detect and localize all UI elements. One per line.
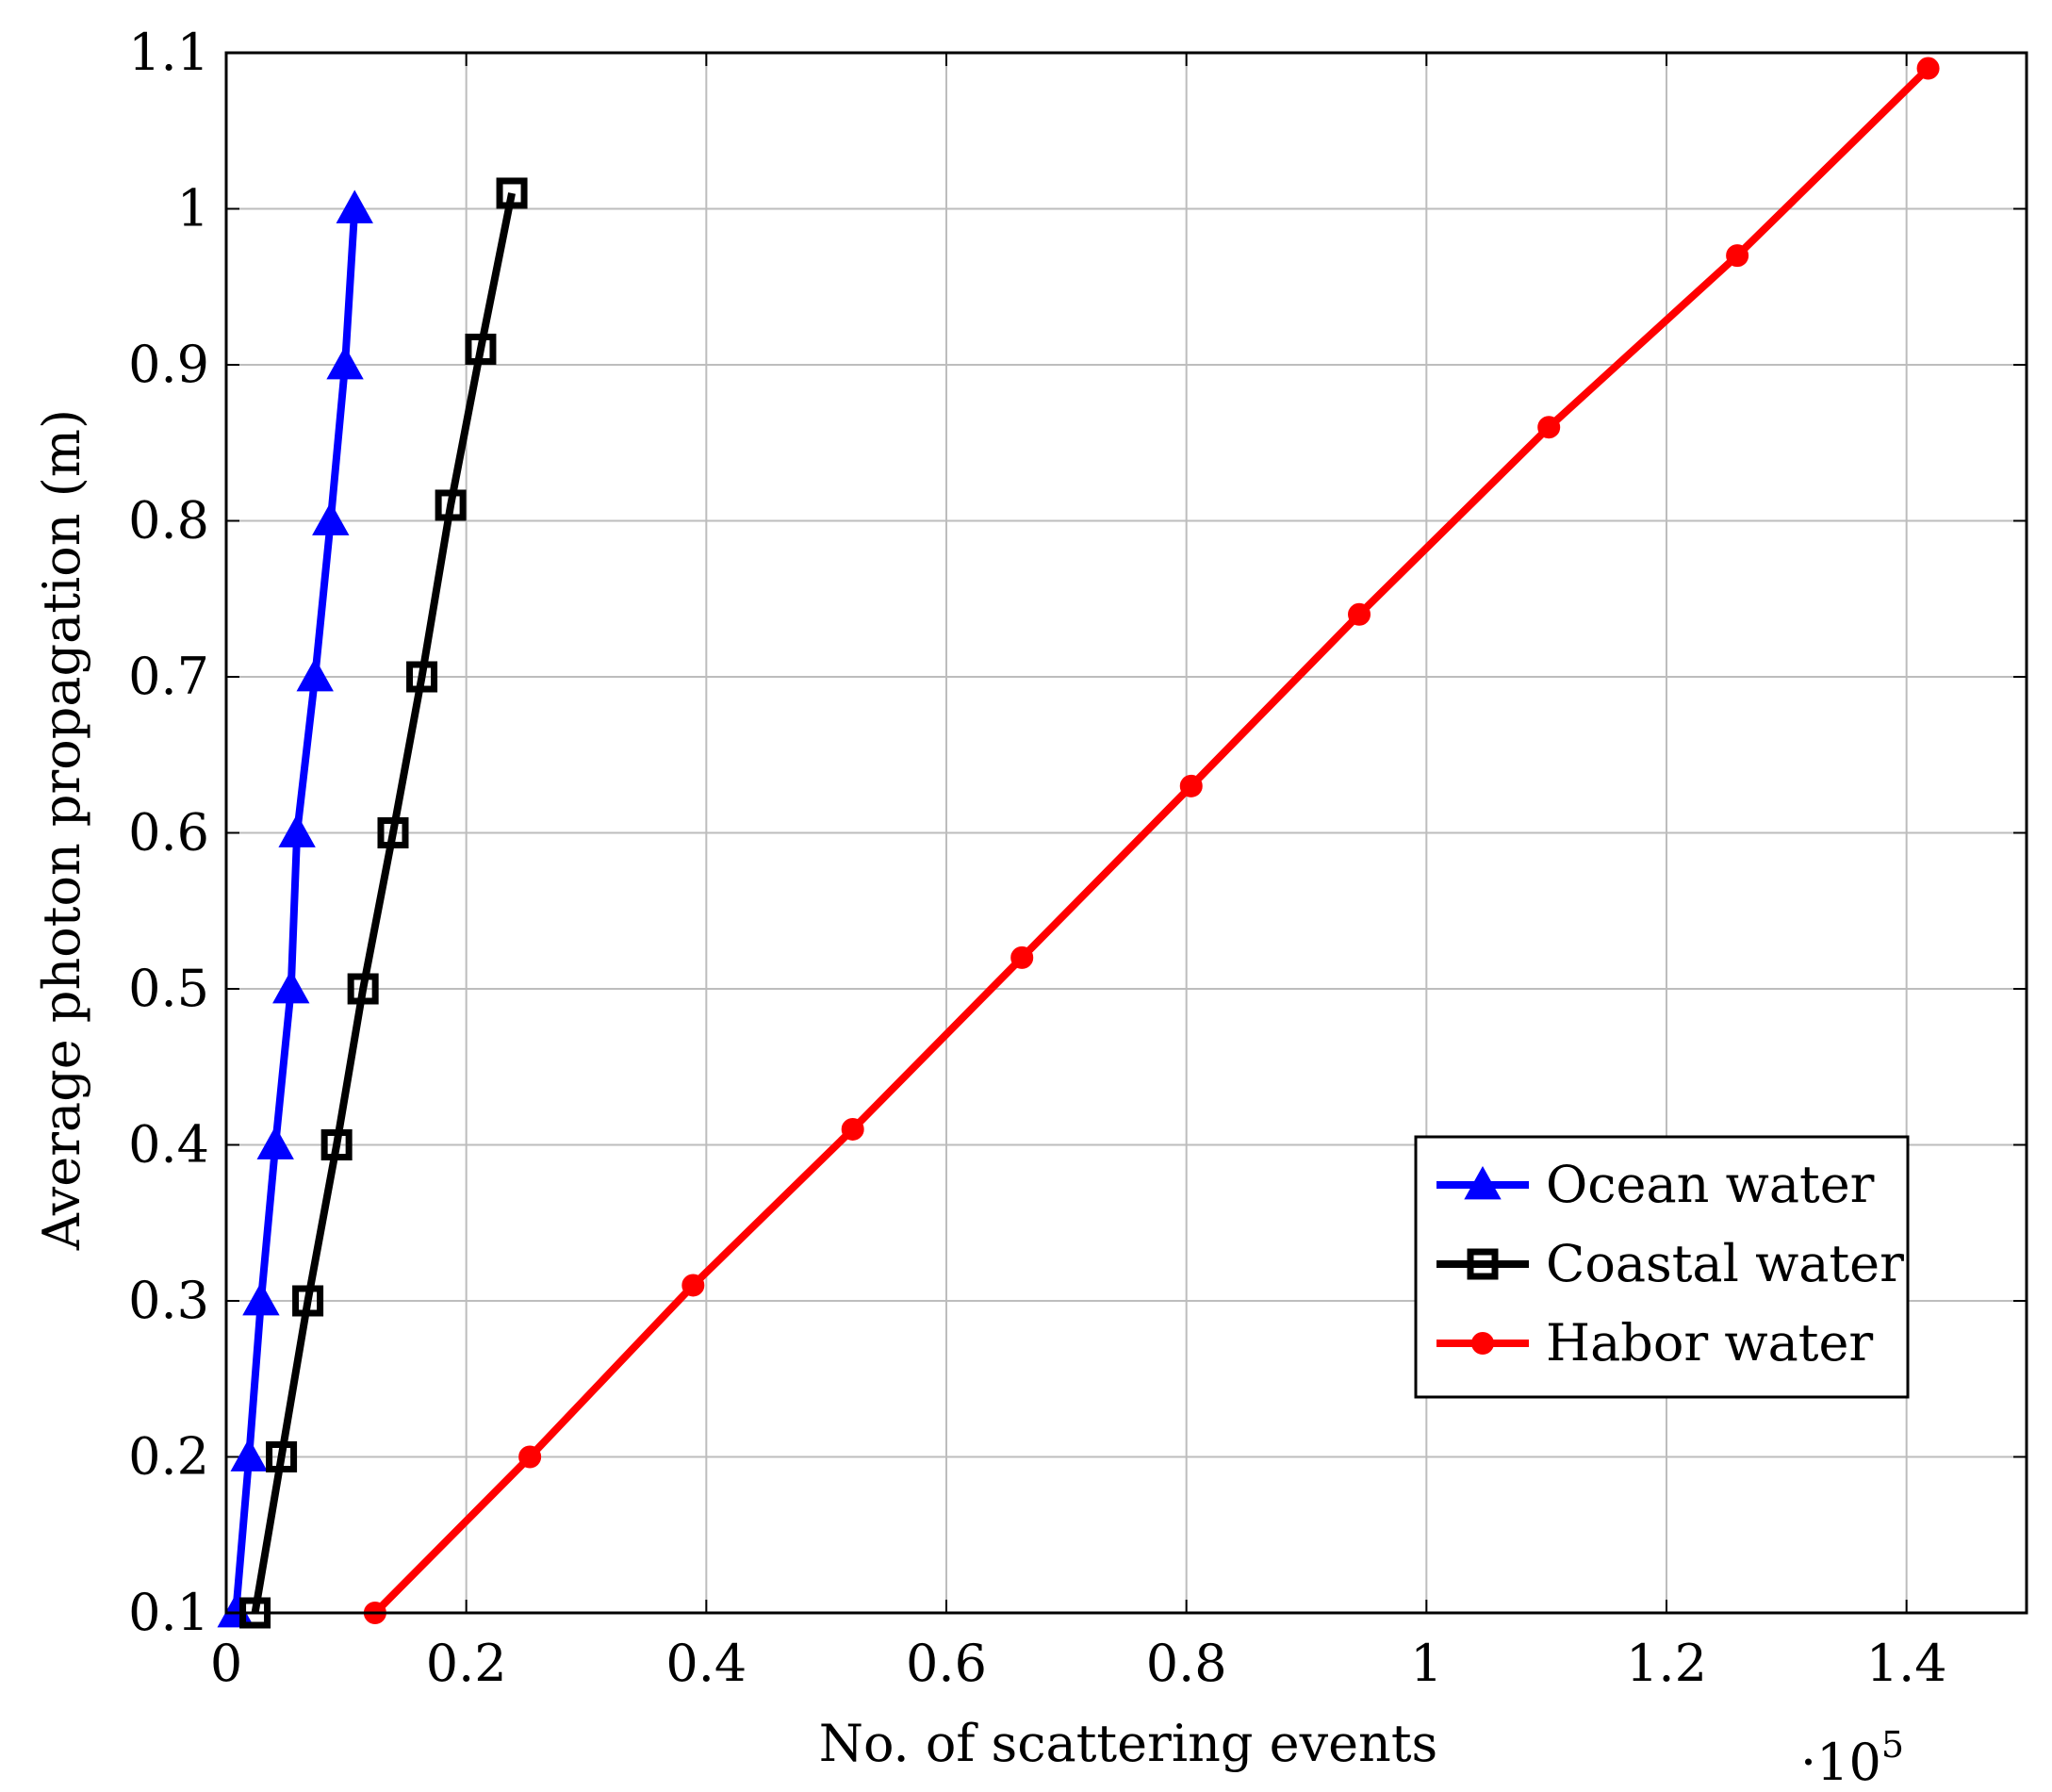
x-tick-label: 0 — [210, 1634, 242, 1693]
plot-frame — [224, 51, 2028, 1615]
y-tick-label: 0.6 — [128, 803, 209, 863]
x-tick-label: 0.2 — [426, 1634, 507, 1693]
data-point-coastal-water — [406, 661, 438, 693]
grid — [225, 52, 2027, 1614]
data-point-ocean-water — [230, 1438, 268, 1471]
series-line-habor-water — [372, 65, 1931, 1616]
series-lines — [217, 57, 1940, 1629]
data-point-coastal-water — [377, 817, 409, 848]
y-tick-label: 0.7 — [128, 647, 209, 706]
x-tick-label: 1.4 — [1866, 1634, 1947, 1693]
data-point-habor-water — [1348, 602, 1371, 626]
x-tick-label: 0.8 — [1146, 1634, 1227, 1693]
legend-marker-habor-water — [1471, 1332, 1494, 1355]
y-tick-label: 0.9 — [128, 335, 209, 394]
series-coastal-water — [239, 177, 528, 1629]
y-axis-ticks: 0.1 0.2 0.3 0.4 0.5 0.6 0.7 0.8 0.9 1 1.1 — [128, 23, 2027, 1642]
data-point-ocean-water — [326, 345, 364, 380]
data-point-coastal-water — [347, 973, 379, 1005]
data-point-habor-water — [681, 1274, 705, 1297]
data-point-ocean-water — [336, 189, 373, 223]
y-tick-label: 0.2 — [128, 1427, 209, 1487]
legend-label: Habor water — [1546, 1313, 1873, 1373]
data-point-coastal-water — [266, 1441, 298, 1472]
data-point-coastal-water — [320, 1129, 353, 1160]
legend: Ocean water Coastal water Habor water — [1414, 1135, 1910, 1399]
x-tick-label: 0.4 — [665, 1634, 747, 1693]
data-point-habor-water — [1010, 945, 1034, 969]
x-multiplier-base: ·10 — [1800, 1733, 1881, 1792]
legend-entries: Ocean water Coastal water Habor water — [1436, 1155, 1904, 1373]
data-point-ocean-water — [242, 1281, 280, 1316]
x-axis-label: No. of scattering events — [819, 1714, 1438, 1773]
data-point-habor-water — [518, 1445, 542, 1469]
x-axis-multiplier: ·105 — [1800, 1724, 1904, 1792]
series-line-ocean-water — [232, 208, 359, 1614]
x-tick-label: 0.6 — [906, 1634, 987, 1693]
y-tick-label: 0.8 — [128, 491, 209, 551]
y-tick-label: 0.5 — [128, 959, 209, 1018]
data-point-coastal-water — [292, 1285, 324, 1317]
data-point-habor-water — [841, 1117, 864, 1141]
data-point-habor-water — [1916, 57, 1940, 80]
legend-entry-coastal-water: Coastal water — [1436, 1234, 1904, 1293]
series-ocean-water — [217, 189, 373, 1628]
data-point-ocean-water — [296, 657, 334, 692]
data-point-habor-water — [1537, 416, 1561, 439]
data-point-habor-water — [1179, 774, 1203, 797]
legend-label: Ocean water — [1546, 1155, 1875, 1214]
legend-marker-ocean-water — [1464, 1165, 1502, 1200]
legend-label: Coastal water — [1546, 1234, 1904, 1293]
x-tick-label: 1 — [1410, 1634, 1442, 1693]
y-tick-label: 0.3 — [128, 1271, 209, 1330]
y-tick-label: 1.1 — [128, 23, 209, 82]
y-tick-label: 1 — [177, 179, 209, 238]
x-axis-ticks: 0 0.2 0.4 0.6 0.8 1 1.2 1.4 — [210, 53, 1947, 1693]
data-point-coastal-water — [435, 489, 467, 521]
data-point-ocean-water — [256, 1126, 294, 1159]
data-point-coastal-water — [496, 177, 528, 209]
legend-entry-ocean-water: Ocean water — [1436, 1155, 1875, 1214]
y-tick-label: 0.4 — [128, 1115, 209, 1175]
y-tick-label: 0.1 — [128, 1583, 209, 1642]
x-multiplier-exponent: 5 — [1881, 1724, 1904, 1766]
y-axis-label: Average photon propagation (m) — [32, 409, 91, 1251]
data-point-ocean-water — [312, 501, 350, 535]
x-tick-label: 1.2 — [1626, 1634, 1707, 1693]
legend-marker-coastal-water — [1467, 1248, 1499, 1280]
legend-entry-habor-water: Habor water — [1436, 1313, 1873, 1373]
data-point-ocean-water — [278, 814, 316, 847]
data-point-ocean-water — [272, 969, 310, 1004]
series-line-coastal-water — [251, 192, 516, 1614]
data-point-coastal-water — [465, 333, 497, 365]
data-point-habor-water — [1726, 244, 1749, 268]
series-habor-water — [363, 57, 1940, 1624]
